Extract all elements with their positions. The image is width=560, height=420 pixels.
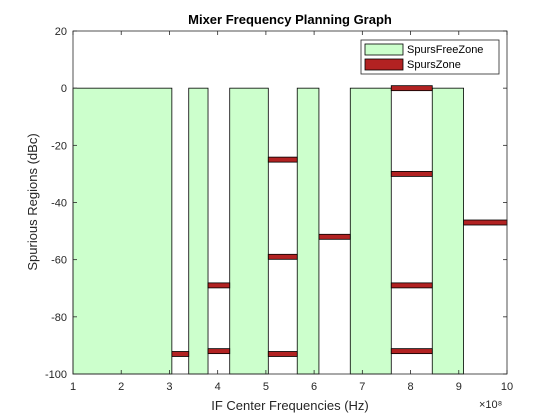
x-tick-label-2: 2 [118,381,124,393]
legend-swatch-spurs-free-zone [364,43,404,56]
x-tick-label-9: 9 [456,381,462,393]
legend: SpursFreeZone SpursZone [360,39,500,75]
y-axis-label: Spurious Regions (dBc) [25,133,40,270]
x-tick-label-10: 10 [501,381,513,393]
y-tick-label--80: -80 [51,312,67,324]
y-tick-label-20: 20 [55,26,67,38]
spurs-free-zone-2 [229,87,269,375]
spurs-free-zone-layer [72,87,464,375]
chart-title: Mixer Frequency Planning Graph [188,12,392,27]
spurs-zone-2 [207,348,231,355]
spurs-free-zone-1 [188,87,209,375]
x-tick-label-1: 1 [70,381,76,393]
spurs-free-zone-0 [72,87,173,375]
x-tick-label-5: 5 [263,381,269,393]
x-tick-label-8: 8 [407,381,413,393]
spurs-zone-6 [318,233,351,240]
spurs-zone-7 [390,85,433,92]
x-axis-exponent: ×10⁸ [479,399,502,411]
spurs-zone-11 [463,219,508,226]
spurs-zone-8 [390,171,433,177]
y-tick-label--60: -60 [51,255,67,267]
spurs-free-zone-4 [349,87,392,375]
spurs-zone-3 [267,156,298,163]
legend-label-spurs-zone: SpursZone [407,59,461,71]
spurs-zone-1 [207,282,231,289]
legend-label-spurs-free-zone: SpursFreeZone [407,44,483,56]
x-axis: 1 2 3 4 5 6 7 8 9 10 [70,31,513,393]
y-tick-label-0: 0 [61,83,67,95]
spurs-free-zone-5 [431,87,464,375]
y-tick-label--40: -40 [51,198,67,210]
spurs-zone-10 [390,348,433,355]
x-tick-label-6: 6 [311,381,317,393]
spurs-zone-9 [390,282,433,289]
spurs-zone-5 [267,351,298,357]
y-tick-label--100: -100 [45,369,67,381]
x-tick-label-3: 3 [166,381,172,393]
spurs-zone-layer [171,85,508,357]
x-axis-label: IF Center Frequencies (Hz) [211,398,369,413]
spurs-zone-0 [171,351,190,357]
y-tick-label--20: -20 [51,140,67,152]
x-tick-label-4: 4 [215,381,221,393]
legend-swatch-spurs-zone [364,58,404,71]
spurs-zone-4 [267,253,298,260]
x-tick-label-7: 7 [359,381,365,393]
spurs-free-zone-3 [296,87,320,375]
y-axis: 20 0 -20 -40 -60 -80 -100 [45,26,507,381]
